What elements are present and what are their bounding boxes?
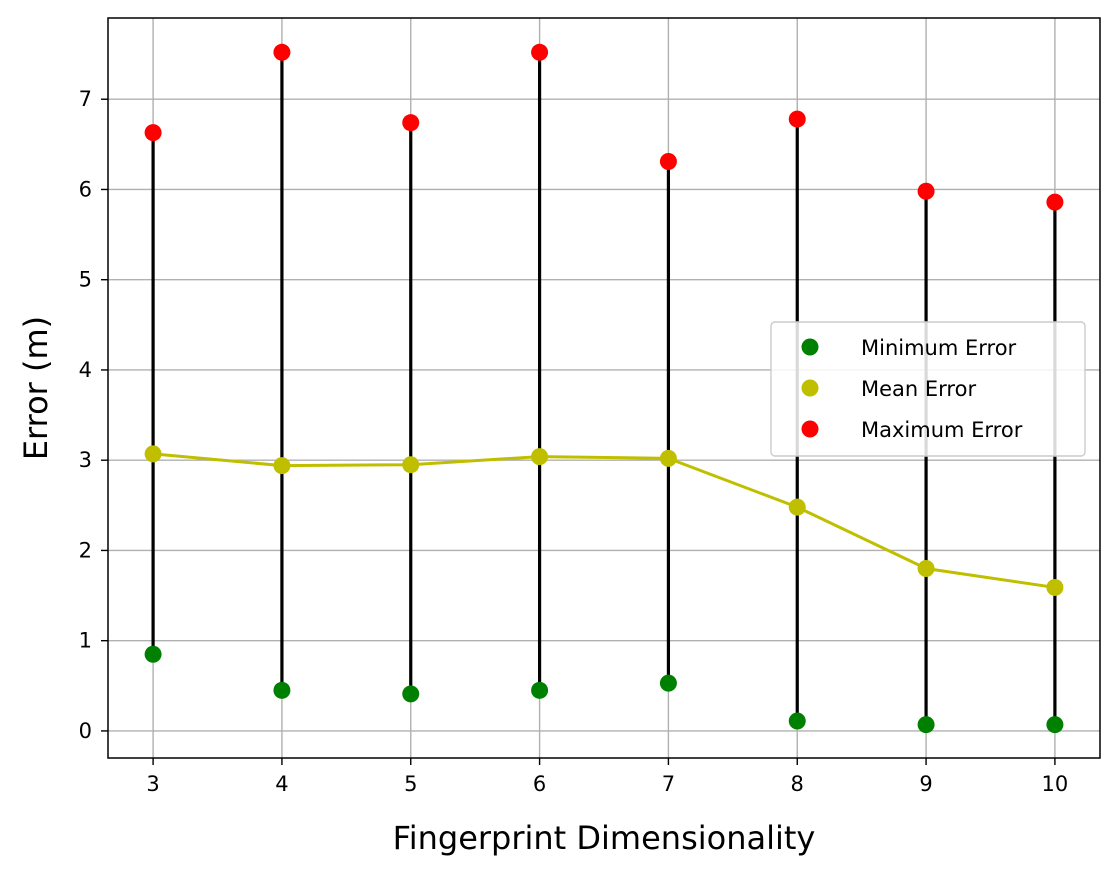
y-tick-label-3: 3	[79, 448, 92, 472]
x-axis-label: Fingerprint Dimensionality	[393, 819, 816, 857]
x-tick-label-10: 10	[1042, 772, 1069, 796]
x-tick-label-3: 3	[146, 772, 159, 796]
x-axis-ticks: 3 4 5 6 7 8 9 10	[146, 758, 1068, 796]
point-mean-error-3	[144, 445, 162, 463]
point-maximum-error-8	[788, 110, 806, 128]
mean-line	[152, 452, 1056, 589]
x-tick-label-6: 6	[533, 772, 546, 796]
point-mean-error-10	[1046, 578, 1064, 596]
point-mean-error-6	[531, 448, 549, 466]
x-tick-label-9: 9	[919, 772, 932, 796]
point-maximum-error-7	[659, 152, 677, 170]
mean-error-line	[152, 452, 1056, 589]
y-tick-label-7: 7	[79, 87, 92, 111]
x-tick-label-4: 4	[275, 772, 288, 796]
point-mean-error-8	[788, 498, 806, 516]
plot-frame	[107, 17, 1101, 759]
point-maximum-error-10	[1046, 193, 1064, 211]
point-minimum-error-6	[531, 681, 549, 699]
legend: Minimum Error Mean Error Maximum Error	[770, 321, 1086, 457]
point-minimum-error-10	[1046, 716, 1064, 734]
point-mean-error-7	[659, 449, 677, 467]
legend-label-minimum-error: Minimum Error	[861, 336, 1017, 360]
point-mean-error-9	[917, 559, 935, 577]
point-mean-error-5	[402, 456, 420, 474]
legend-marker-maximum-error	[801, 420, 819, 438]
data-points	[144, 43, 1064, 734]
point-maximum-error-5	[402, 114, 420, 132]
point-minimum-error-4	[273, 681, 291, 699]
legend-marker-minimum-error	[801, 338, 819, 356]
y-tick-label-5: 5	[79, 268, 92, 292]
point-maximum-error-9	[917, 182, 935, 200]
point-maximum-error-6	[531, 43, 549, 61]
y-axis-label: Error (m)	[17, 316, 55, 460]
y-tick-label-6: 6	[79, 177, 92, 201]
point-minimum-error-3	[144, 645, 162, 663]
point-minimum-error-9	[917, 716, 935, 734]
x-tick-label-7: 7	[662, 772, 675, 796]
point-minimum-error-5	[402, 685, 420, 703]
point-maximum-error-3	[144, 124, 162, 142]
legend-box	[770, 321, 1086, 457]
legend-marker-mean-error	[801, 379, 819, 397]
legend-label-mean-error: Mean Error	[861, 377, 976, 401]
y-tick-label-2: 2	[79, 538, 92, 562]
y-tick-label-1: 1	[79, 629, 92, 653]
legend-label-maximum-error: Maximum Error	[861, 418, 1023, 442]
x-tick-label-8: 8	[791, 772, 804, 796]
point-maximum-error-4	[273, 43, 291, 61]
point-minimum-error-8	[788, 712, 806, 730]
point-minimum-error-7	[659, 674, 677, 692]
point-mean-error-4	[273, 457, 291, 475]
y-axis-ticks: 0 1 2 3 4 5 6 7	[79, 87, 108, 743]
y-tick-label-0: 0	[79, 719, 92, 743]
y-tick-label-4: 4	[79, 358, 92, 382]
x-tick-label-5: 5	[404, 772, 417, 796]
